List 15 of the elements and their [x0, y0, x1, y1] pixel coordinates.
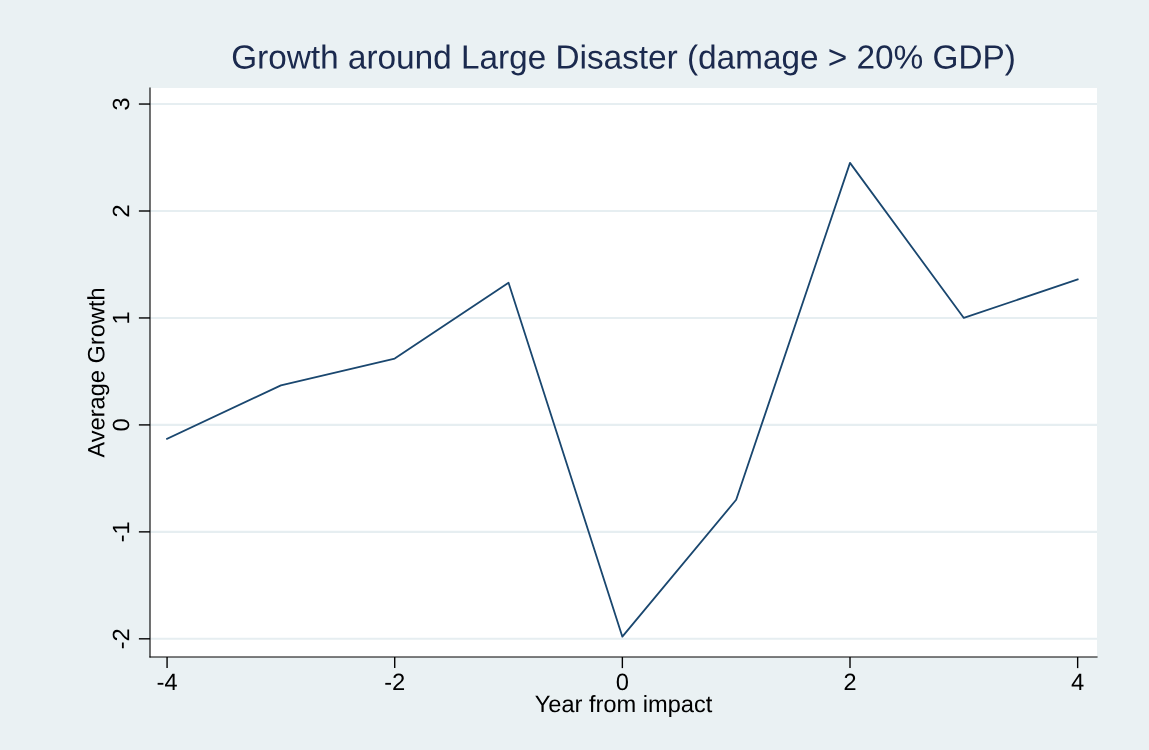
- x-tick-label: 0: [616, 673, 628, 691]
- chart-title: Growth around Large Disaster (damage > 20% GDP): [232, 44, 1014, 76]
- y-axis-title: Average Growth: [87, 288, 110, 458]
- x-tick-label: -4: [157, 673, 177, 691]
- x-tick-label: 4: [1071, 673, 1084, 691]
- y-tick-label: -2: [112, 629, 130, 649]
- x-tick-label: 2: [844, 673, 856, 691]
- x-axis-title: Year from impact: [535, 694, 713, 717]
- x-tick-label: -2: [385, 673, 405, 691]
- y-tick-label: -1: [112, 522, 130, 542]
- line-series: [166, 161, 1079, 638]
- y-tick-label: 1: [112, 312, 130, 323]
- y-tick-label: 2: [112, 205, 130, 217]
- y-tick-label: 0: [112, 419, 130, 431]
- y-tick-label: 3: [112, 98, 130, 110]
